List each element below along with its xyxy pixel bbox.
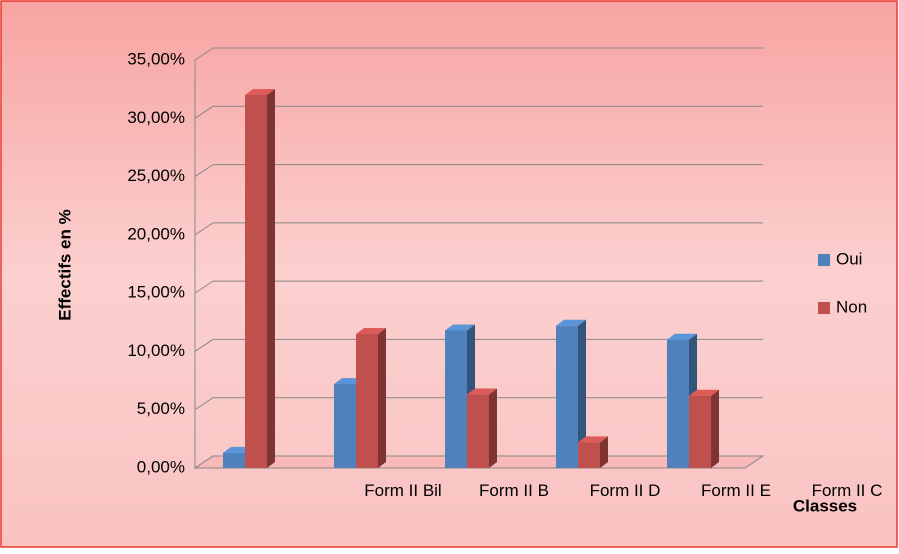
bar-top — [445, 324, 475, 331]
bar-side — [578, 319, 586, 468]
bar-top — [667, 333, 697, 340]
bar-side — [711, 389, 719, 468]
bar-top — [467, 388, 497, 395]
grid-line — [194, 280, 763, 294]
bar-top — [556, 319, 586, 326]
bar — [689, 395, 711, 468]
bar-top — [245, 88, 275, 95]
x-tick-label: Form II D — [590, 481, 661, 500]
bar — [223, 452, 245, 468]
y-tick-label: 30,00% — [127, 108, 185, 127]
bar — [667, 339, 689, 468]
x-tick-label: Form II Bil — [364, 481, 441, 500]
bar-top — [578, 436, 608, 443]
bar-top — [356, 327, 386, 334]
y-tick-label: 10,00% — [127, 341, 185, 360]
bar — [467, 394, 489, 468]
grid-line — [194, 164, 763, 177]
bar-side — [600, 436, 608, 468]
legend-swatch — [818, 302, 830, 314]
x-tick-label: Form II E — [701, 481, 771, 500]
legend-swatch — [818, 254, 830, 266]
x-tick-label: Form II C — [812, 481, 883, 500]
y-axis-title: Effectifs en % — [55, 209, 74, 320]
y-tick-label: 35,00% — [127, 49, 185, 68]
bar — [245, 94, 267, 468]
bar-side — [378, 327, 386, 468]
legend-label: Non — [836, 297, 867, 316]
bar-top — [689, 389, 719, 396]
x-axis-title: Classes — [793, 496, 857, 515]
bar — [356, 333, 378, 468]
y-tick-label: 20,00% — [127, 224, 185, 243]
grid-line — [194, 105, 763, 119]
bar-side — [267, 88, 275, 468]
bar — [334, 384, 356, 468]
x-tick-label: Form II B — [479, 481, 549, 500]
y-tick-label: 25,00% — [127, 166, 185, 185]
y-tick-label: 5,00% — [137, 399, 185, 418]
grid-line — [194, 222, 763, 236]
y-tick-label: 15,00% — [127, 283, 185, 302]
legend-label: Oui — [836, 249, 862, 268]
bar-side — [489, 388, 497, 468]
bar — [556, 325, 578, 468]
bar — [578, 442, 600, 468]
bar — [445, 330, 467, 468]
grid-line — [194, 47, 763, 61]
y-tick-label: 0,00% — [137, 457, 185, 476]
